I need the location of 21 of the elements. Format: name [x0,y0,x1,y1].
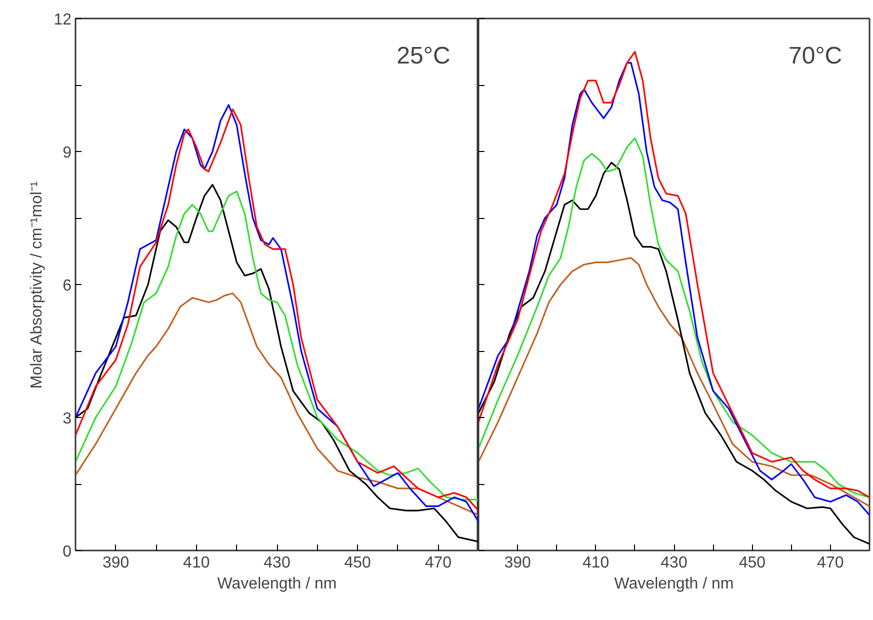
y-tick-label: 9 [62,144,72,162]
x-tick-label: 470 [817,554,844,572]
x-tick-label: 430 [660,554,688,572]
y-tick-label: 6 [62,278,72,294]
y-tick-label: 12 [54,12,72,28]
x-tick-label: 450 [344,554,372,572]
x-tick-label: 410 [582,554,610,572]
y-tick-label: 3 [62,410,72,428]
line-series [76,292,478,516]
y-tick-label: 0 [62,544,72,560]
x-tick-label: 390 [102,554,130,572]
x-tick-label: 390 [504,554,532,572]
x-tick-label: 470 [424,554,452,572]
y-axis-title: Molar Absorptivity / cm⁻¹mol⁻¹ [28,181,46,389]
x-tick-label: 410 [183,554,210,572]
x-tick-label: 450 [738,554,766,572]
x-axis-title: Wavelength / nm [614,576,734,592]
annotation: 70°C [788,42,842,70]
x-tick-label: 430 [264,554,290,572]
annotation: 25°C [396,42,450,70]
x-axis-title: Wavelength / nm [217,576,337,592]
